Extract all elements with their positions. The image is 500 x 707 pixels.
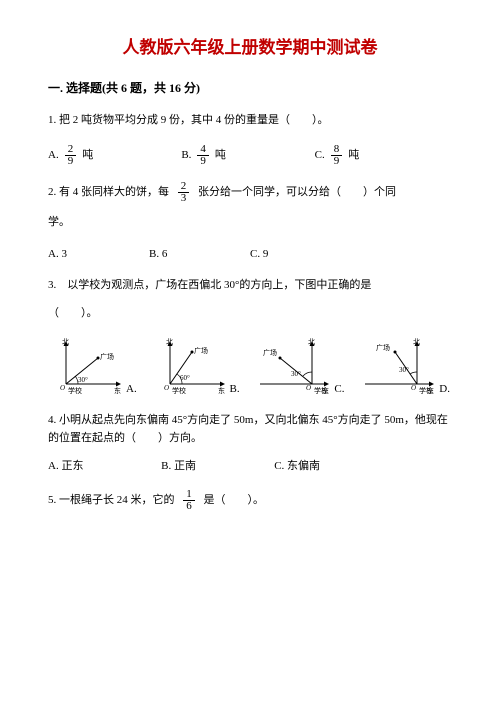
question-4: 4. 小明从起点先向东偏南 45°方向走了 50m，又向北偏东 45°方向走了 … [48, 412, 452, 475]
svg-text:30°: 30° [291, 370, 301, 378]
q3-graphs: 北 东 O 学校 广场 30° A. 北 东 O 学校 广场 [48, 336, 452, 398]
svg-text:东: 东 [114, 386, 121, 395]
frac-den: 9 [197, 156, 209, 167]
question-3: 3. 以学校为观测点，广场在西偏北 30°的方向上，下图中正确的是 （ ）。 北… [48, 277, 452, 398]
q3-graph-c: 北 东 O 学校 广场 30° C. [254, 336, 346, 398]
q1-option-a: A. 2 9 吨 [48, 144, 181, 167]
q4-option-b: B. 正南 [161, 458, 274, 476]
q1-option-b: B. 4 9 吨 [181, 144, 314, 167]
q1-c-unit: 吨 [348, 147, 359, 165]
svg-text:北: 北 [413, 338, 420, 346]
q2-option-c: C. 9 [250, 246, 351, 264]
svg-text:30°: 30° [399, 366, 409, 374]
svg-text:60°: 60° [180, 374, 190, 382]
q4-option-c: C. 东偏南 [274, 458, 387, 476]
fraction: 8 9 [331, 144, 343, 167]
svg-text:30°: 30° [78, 376, 88, 384]
fraction: 1 6 [183, 489, 195, 512]
svg-text:学校: 学校 [419, 386, 433, 395]
q3-graph-a: 北 东 O 学校 广场 30° A. [48, 336, 139, 398]
q4-text: 4. 小明从起点先向东偏南 45°方向走了 50m，又向北偏东 45°方向走了 … [48, 412, 452, 447]
diagram-a: 北 东 O 学校 广场 30° [48, 336, 126, 398]
q2-text: 2. 有 4 张同样大的饼，每 2 3 张分给一个同学，可以分给（ ）个同 学。 [48, 181, 452, 232]
q1-b-label: B. [181, 147, 191, 165]
svg-text:O: O [60, 384, 65, 392]
svg-text:学校: 学校 [172, 386, 186, 395]
q1-b-unit: 吨 [215, 147, 226, 165]
q3-label-b: B. [230, 381, 240, 399]
q1-text: 1. 把 2 吨货物平均分成 9 份，其中 4 份的重量是（ ）。 [48, 112, 452, 130]
diagram-d: 北 东 O 学校 广场 30° [359, 336, 439, 398]
svg-text:O: O [164, 384, 169, 392]
fraction: 2 9 [65, 144, 77, 167]
question-2: 2. 有 4 张同样大的饼，每 2 3 张分给一个同学，可以分给（ ）个同 学。… [48, 181, 452, 263]
q3-graph-b: 北 东 O 学校 广场 60° B. [152, 336, 242, 398]
fraction: 2 3 [178, 181, 190, 204]
svg-text:学校: 学校 [314, 386, 328, 395]
q3-text: 3. 以学校为观测点，广场在西偏北 30°的方向上，下图中正确的是 （ ）。 [48, 277, 452, 322]
q3-graph-d: 北 东 O 学校 广场 30° D. [359, 336, 452, 398]
svg-text:学校: 学校 [68, 386, 82, 395]
q1-option-c: C. 8 9 吨 [315, 144, 448, 167]
question-1: 1. 把 2 吨货物平均分成 9 份，其中 4 份的重量是（ ）。 A. 2 9… [48, 112, 452, 167]
svg-text:O: O [411, 384, 416, 392]
svg-text:广场: 广场 [263, 348, 277, 357]
svg-text:北: 北 [308, 338, 315, 346]
svg-text:广场: 广场 [194, 346, 208, 355]
diagram-b: 北 东 O 学校 广场 60° [152, 336, 230, 398]
q3-p2: （ ）。 [48, 305, 452, 323]
q1-a-label: A. [48, 147, 59, 165]
q3-label-a: A. [126, 381, 137, 399]
q3-label-c: C. [334, 381, 344, 399]
q2-p1: 2. 有 4 张同样大的饼，每 [48, 186, 169, 198]
q3-p1: 3. 以学校为观测点，广场在西偏北 30°的方向上，下图中正确的是 [48, 277, 452, 295]
frac-den: 6 [183, 501, 195, 512]
frac-den: 3 [178, 193, 190, 204]
q5-p2: 是（ ）。 [204, 494, 265, 506]
svg-text:北: 北 [166, 338, 173, 346]
q2-option-b: B. 6 [149, 246, 250, 264]
svg-text:北: 北 [62, 338, 69, 346]
q1-a-unit: 吨 [82, 147, 93, 165]
section-header: 一. 选择题(共 6 题，共 16 分) [48, 79, 452, 98]
frac-den: 9 [331, 156, 343, 167]
frac-den: 9 [65, 156, 77, 167]
q2-p2: 张分给一个同学，可以分给（ ）个同 [198, 186, 396, 198]
fraction: 4 9 [197, 144, 209, 167]
svg-text:东: 东 [218, 386, 225, 395]
q5-p1: 5. 一根绳子长 24 米，它的 [48, 494, 175, 506]
q2-p3: 学。 [48, 214, 452, 232]
page-title: 人教版六年级上册数学期中测试卷 [48, 34, 452, 61]
diagram-c: 北 东 O 学校 广场 30° [254, 336, 334, 398]
q3-label-d: D. [439, 381, 450, 399]
svg-text:O: O [306, 384, 311, 392]
svg-text:广场: 广场 [376, 343, 390, 352]
q5-text: 5. 一根绳子长 24 米，它的 1 6 是（ ）。 [48, 489, 452, 512]
q1-c-label: C. [315, 147, 325, 165]
q2-option-a: A. 3 [48, 246, 149, 264]
q4-option-a: A. 正东 [48, 458, 161, 476]
question-5: 5. 一根绳子长 24 米，它的 1 6 是（ ）。 [48, 489, 452, 512]
svg-text:广场: 广场 [100, 352, 114, 361]
